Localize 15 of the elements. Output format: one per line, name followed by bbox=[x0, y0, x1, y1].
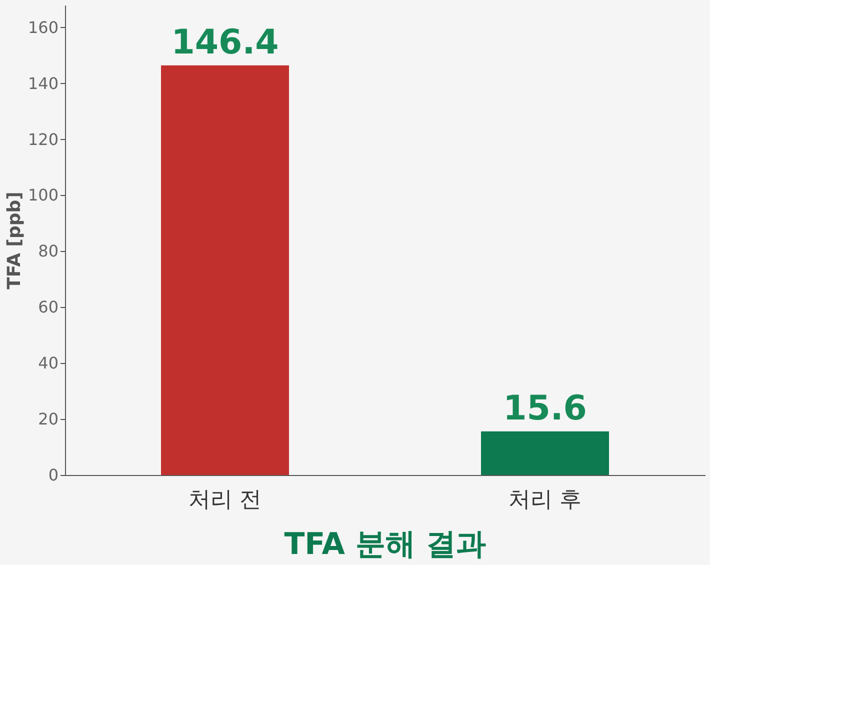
y-tick-label: 40 bbox=[38, 354, 58, 373]
x-tick-label: 처리 후 bbox=[508, 488, 582, 512]
data-label: 15.6 bbox=[503, 388, 587, 428]
y-axis-title: TFA [ppb] bbox=[4, 192, 25, 290]
y-tick-label: 100 bbox=[28, 186, 58, 205]
y-tick-label: 140 bbox=[28, 74, 58, 93]
y-tick-label: 20 bbox=[38, 410, 58, 429]
y-tick-label: 160 bbox=[28, 18, 58, 37]
y-tick-label: 60 bbox=[38, 298, 58, 317]
x-tick-label: 처리 전 bbox=[188, 488, 262, 512]
y-tick-label: 120 bbox=[28, 130, 58, 149]
data-label: 146.4 bbox=[171, 22, 279, 62]
text: TFA 분해 결과 bbox=[284, 527, 486, 562]
y-tick-label: 80 bbox=[38, 242, 58, 261]
y-tick-label: 0 bbox=[48, 466, 58, 484]
